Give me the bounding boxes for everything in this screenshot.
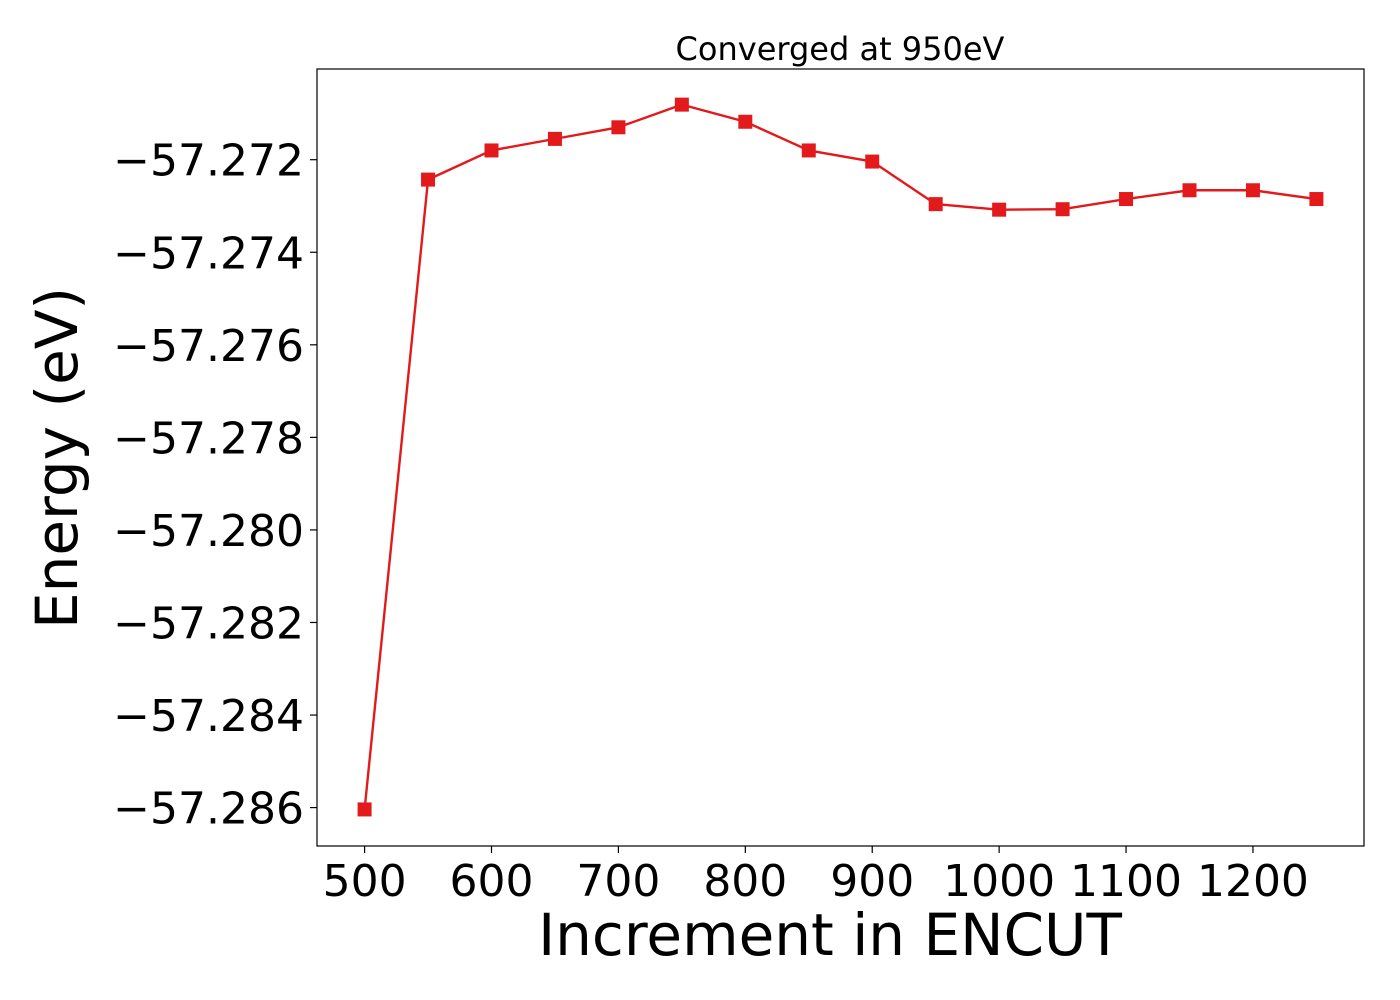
y-tick-label: −57.284 xyxy=(113,691,304,742)
x-tick-label: 900 xyxy=(830,856,914,907)
x-axis-ticks: 500 600 700 800 900 1000 1100 1200 xyxy=(323,846,1309,907)
x-axis-label: Increment in ENCUT xyxy=(538,901,1122,969)
data-point-marker xyxy=(928,197,943,212)
x-tick-label: 500 xyxy=(323,856,407,907)
chart-title: Converged at 950eV xyxy=(676,30,1005,68)
data-point-marker xyxy=(484,143,499,158)
data-point-marker xyxy=(674,97,689,112)
x-tick-label: 800 xyxy=(703,856,787,907)
data-point-marker xyxy=(992,202,1007,217)
data-point-marker xyxy=(1055,202,1070,217)
data-point-marker xyxy=(1182,183,1197,198)
y-tick-label: −57.276 xyxy=(113,321,304,372)
y-tick-label: −57.280 xyxy=(113,506,304,557)
series-line xyxy=(363,103,1317,810)
y-tick-label: −57.272 xyxy=(113,136,304,187)
data-point-marker xyxy=(1309,192,1324,207)
data-point-marker xyxy=(547,131,562,146)
series-layer xyxy=(357,97,1324,817)
y-axis-ticks: −57.272 −57.274 −57.276 −57.278 −57.280 −57.2… xyxy=(113,136,317,835)
data-point-marker xyxy=(865,154,880,169)
data-point-marker xyxy=(1245,183,1260,198)
y-tick-label: −57.286 xyxy=(113,784,304,835)
y-tick-label: −57.278 xyxy=(113,413,304,464)
plot-frame xyxy=(316,68,1365,847)
y-axis-label: Energy (eV) xyxy=(23,287,91,629)
x-tick-label: 700 xyxy=(576,856,660,907)
data-point-marker xyxy=(421,172,436,187)
x-tick-label: 1000 xyxy=(943,856,1055,907)
data-point-marker xyxy=(357,802,372,817)
x-tick-label: 1100 xyxy=(1070,856,1182,907)
data-point-marker xyxy=(1119,192,1134,207)
y-tick-label: −57.274 xyxy=(113,228,304,279)
data-point-marker xyxy=(801,143,816,158)
data-point-marker xyxy=(738,114,753,129)
data-point-marker xyxy=(611,120,626,135)
x-tick-label: 600 xyxy=(450,856,534,907)
y-tick-label: −57.282 xyxy=(113,598,304,649)
x-tick-label: 1200 xyxy=(1197,856,1309,907)
